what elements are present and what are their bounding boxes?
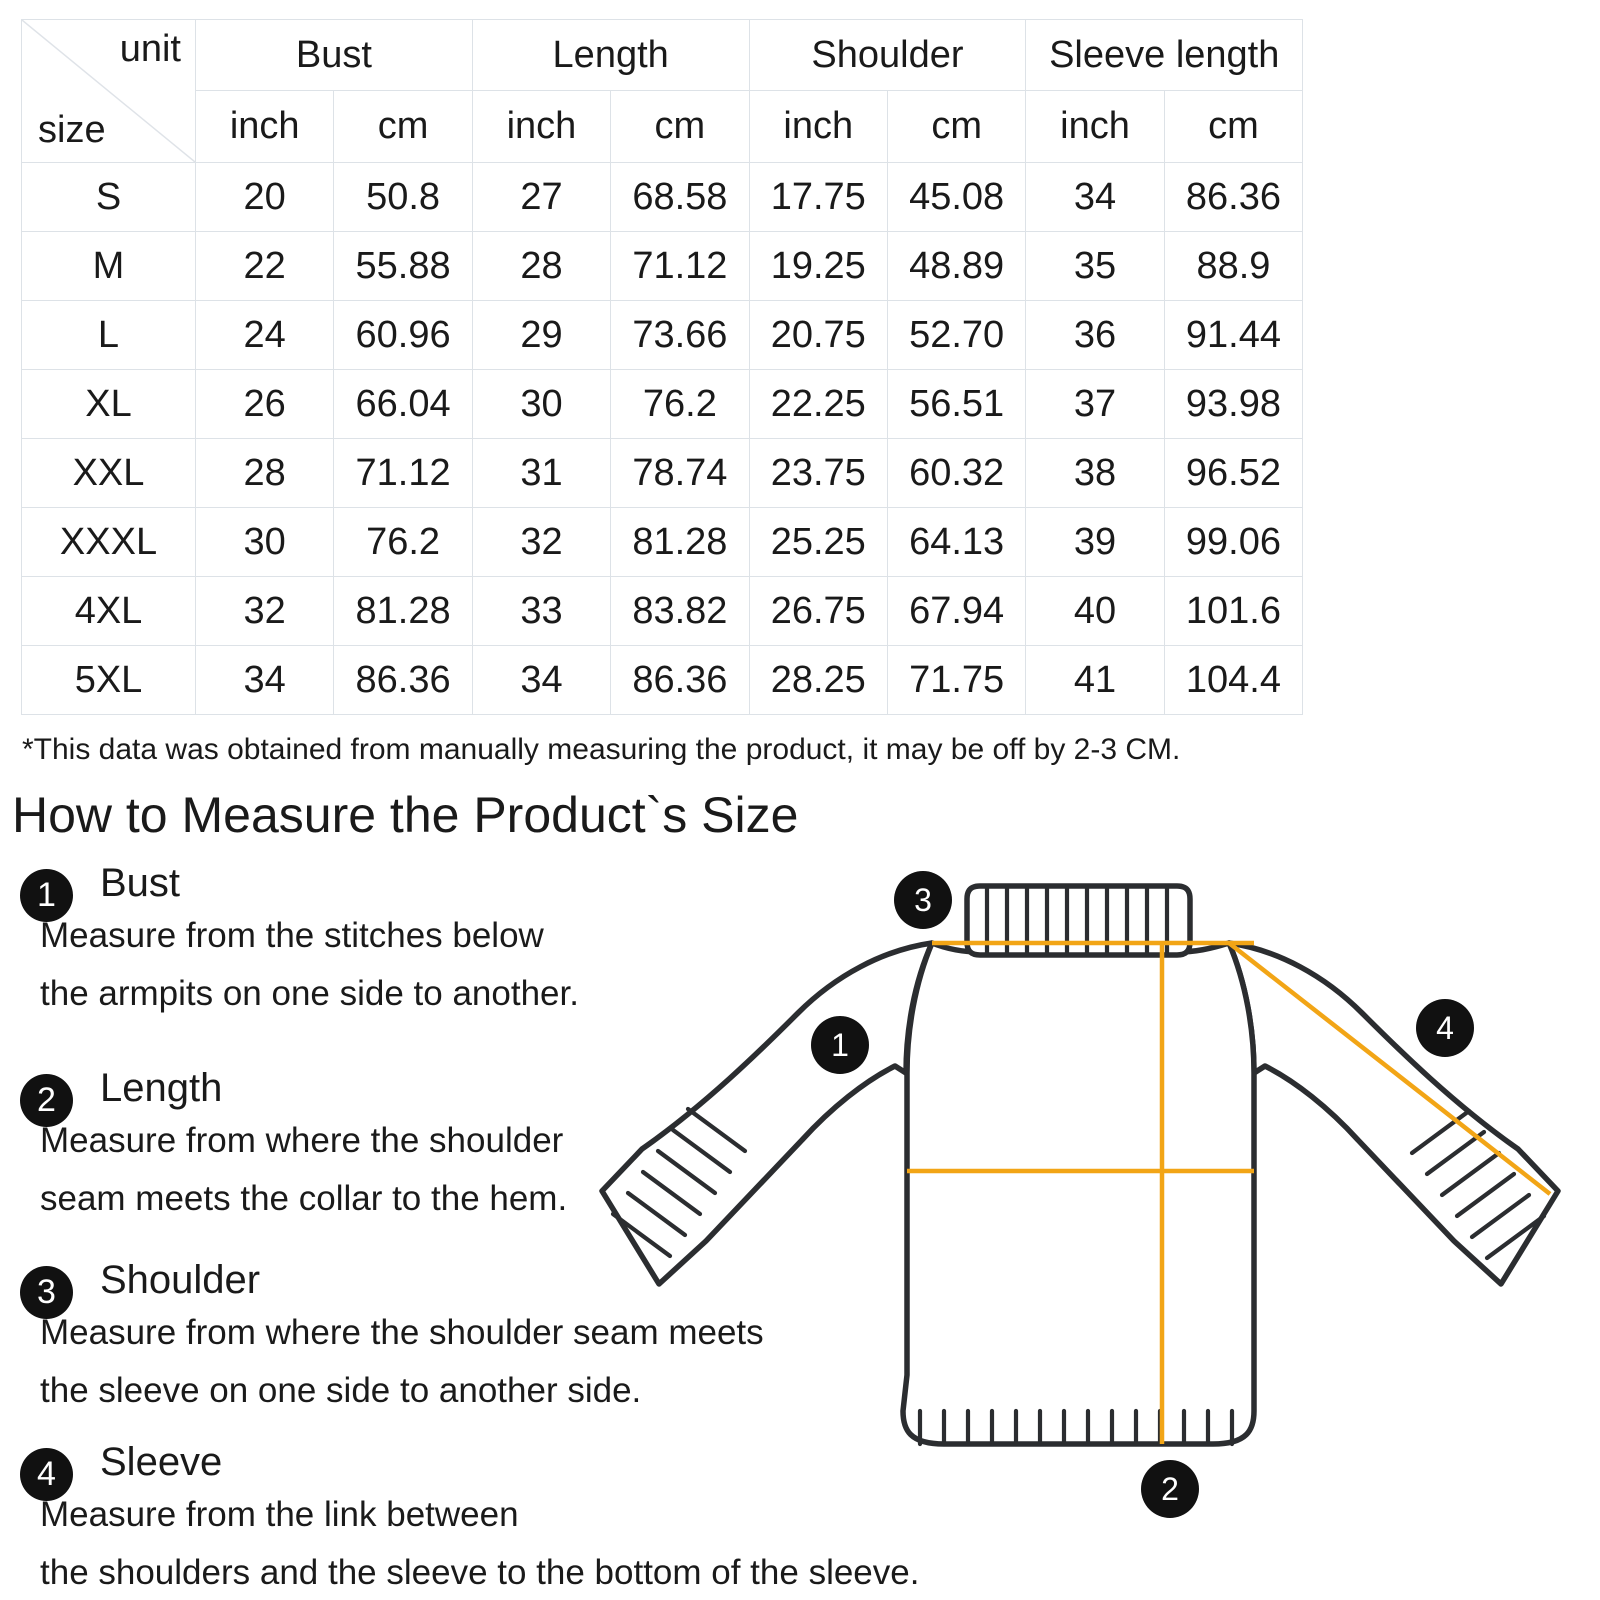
svg-text:4: 4 bbox=[1436, 1010, 1454, 1046]
svg-text:2: 2 bbox=[1161, 1471, 1179, 1507]
svg-text:3: 3 bbox=[914, 882, 932, 918]
svg-text:1: 1 bbox=[831, 1027, 849, 1063]
